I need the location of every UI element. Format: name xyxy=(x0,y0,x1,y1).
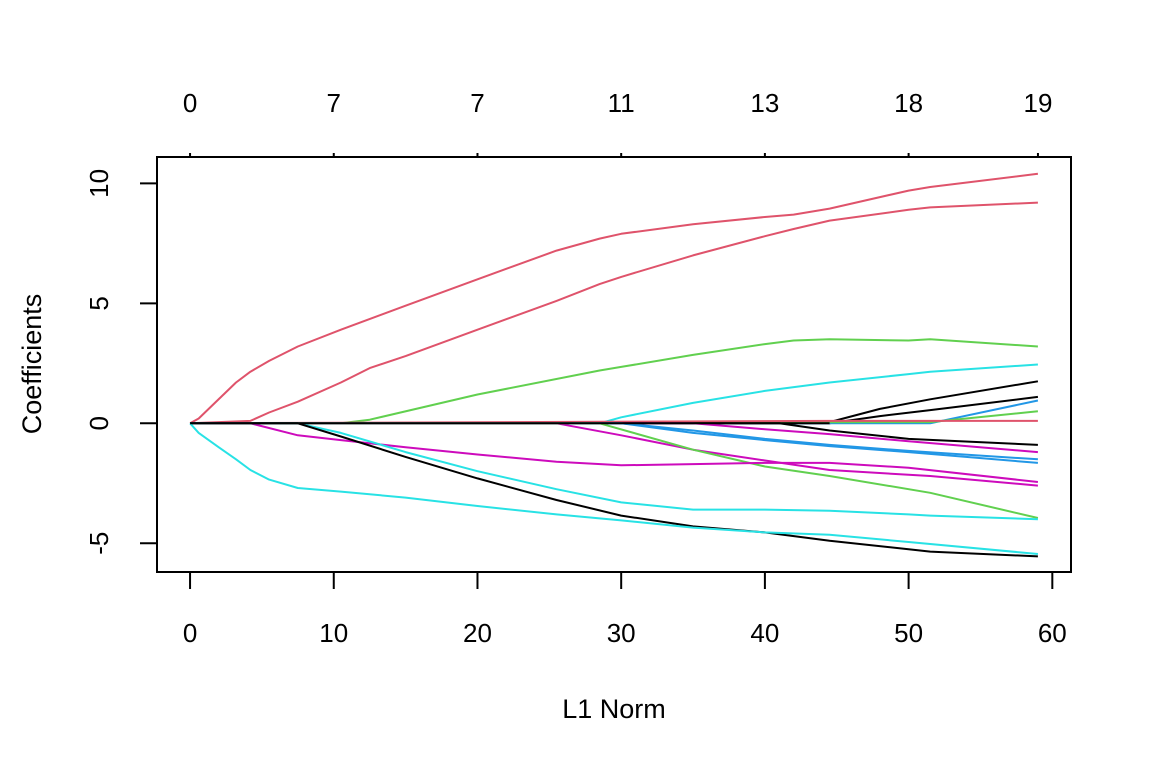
y-axis-title: Coefficients xyxy=(17,294,47,435)
axes: 0 10 20 30 40 50 60 -5 0 5 10 0 7 7 11 13 18 19 xyxy=(84,88,1067,648)
x-tick-label: 10 xyxy=(319,618,348,648)
coefficient-path-2 xyxy=(190,201,1038,425)
top-tick-label: 0 xyxy=(183,88,197,118)
x-tick-label: 60 xyxy=(1038,618,1067,648)
y-tick-label: -5 xyxy=(84,532,114,555)
coefficient-path-14 xyxy=(190,422,1038,487)
coefficient-path-19 xyxy=(189,422,1038,555)
coefficient-path-1 xyxy=(189,172,1039,425)
top-tick-label: 11 xyxy=(608,88,635,118)
x-axis-title: L1 Norm xyxy=(562,694,666,724)
coefficient-path-16 xyxy=(190,422,1039,483)
top-tick-label: 18 xyxy=(894,88,923,118)
x-tick-label: 30 xyxy=(607,618,636,648)
top-tick-label: 7 xyxy=(327,88,341,118)
y-tick-label: 0 xyxy=(84,416,114,430)
y-tick-label: 5 xyxy=(84,296,114,310)
plot-frame xyxy=(156,156,1072,573)
x-tick-label: 40 xyxy=(750,618,779,648)
coefficient-path-18 xyxy=(190,422,1038,558)
series-layer xyxy=(189,172,1039,558)
y-tick-label: 10 xyxy=(84,169,114,198)
coefficient-path-5 xyxy=(190,380,1039,425)
top-tick-label: 13 xyxy=(750,88,779,118)
x-tick-label: 20 xyxy=(463,618,492,648)
top-tick-label: 7 xyxy=(470,88,484,118)
coefficient-path-17 xyxy=(190,422,1038,521)
x-tick-label: 0 xyxy=(183,618,197,648)
coefficient-path-3 xyxy=(190,338,1038,425)
top-tick-label: 19 xyxy=(1023,88,1052,118)
x-tick-label: 50 xyxy=(894,618,923,648)
